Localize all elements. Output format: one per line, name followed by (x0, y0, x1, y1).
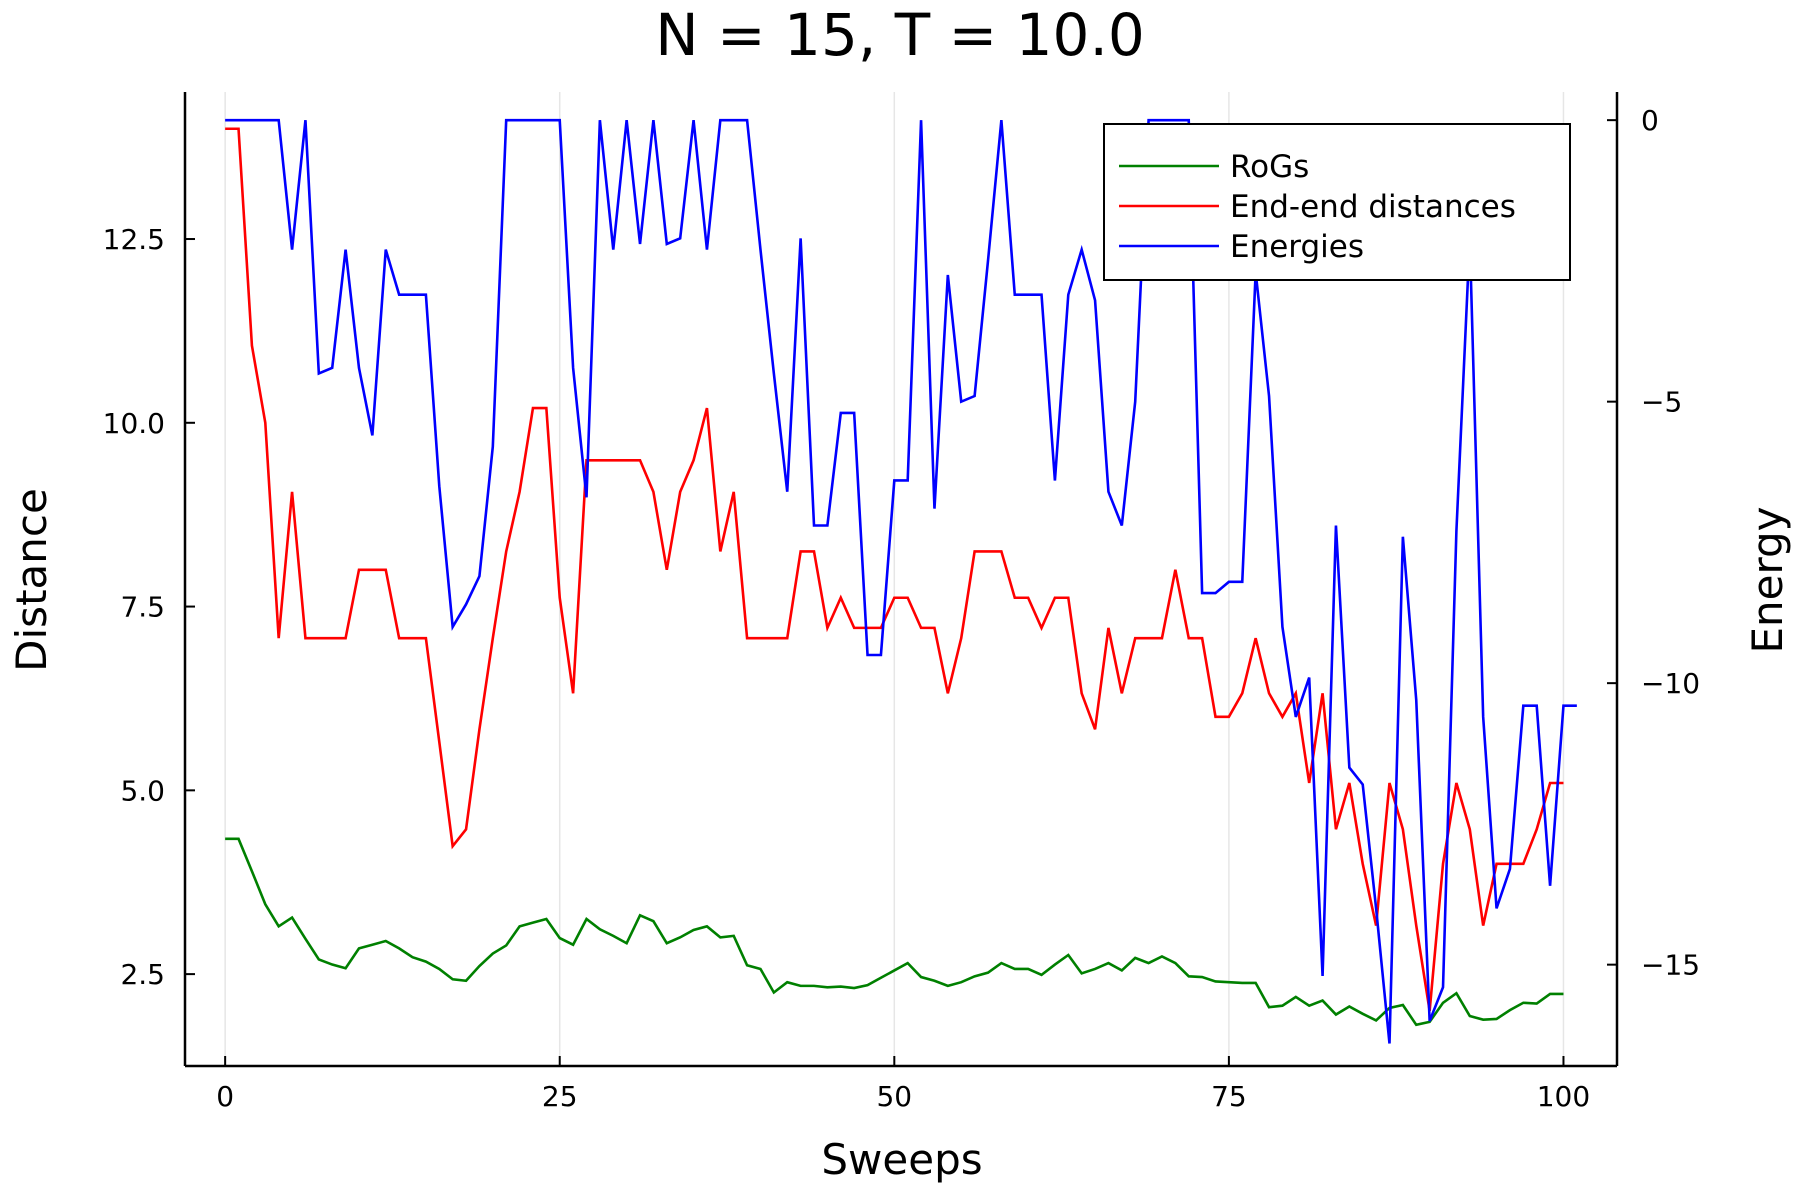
series-group (225, 118, 1577, 1044)
series-line-rogs (225, 837, 1564, 1027)
chart-title: N = 15, T = 10.0 (655, 1, 1145, 69)
series-line-energies (225, 118, 1577, 1044)
x-tick-label: 25 (542, 1080, 578, 1113)
axes: 0 25 50 75 100 2.5 5.0 7.5 10.0 12.5 0 −5 −10 −15 (103, 92, 1700, 1113)
legend-label: Energies (1230, 229, 1364, 265)
y-axis-title: Distance (7, 488, 56, 672)
x-tick-label: 75 (1211, 1080, 1247, 1113)
y-tick-label: 2.5 (120, 958, 165, 991)
y2-tick-label: −15 (1641, 949, 1700, 982)
y2-tick-label: 0 (1641, 104, 1659, 137)
legend: RoGs End-end distances Energies (1103, 123, 1571, 281)
series-line-end-end-distances (225, 127, 1564, 1012)
y-tick-label: 7.5 (120, 591, 165, 624)
y2-axis-title: Energy (1743, 506, 1792, 653)
legend-label: End-end distances (1230, 189, 1516, 225)
x-tick-label: 50 (876, 1080, 912, 1113)
y-tick-label: 10.0 (103, 407, 165, 440)
legend-label: RoGs (1230, 149, 1309, 185)
y-tick-label: 12.5 (103, 223, 165, 256)
x-tick-label: 100 (1537, 1080, 1590, 1113)
legend-box (1103, 123, 1571, 281)
x-tick-label: 0 (216, 1080, 234, 1113)
x-axis-title: Sweeps (821, 1135, 982, 1184)
y-tick-label: 5.0 (120, 774, 165, 807)
y2-tick-label: −10 (1641, 667, 1700, 700)
y2-tick-label: −5 (1641, 386, 1682, 419)
